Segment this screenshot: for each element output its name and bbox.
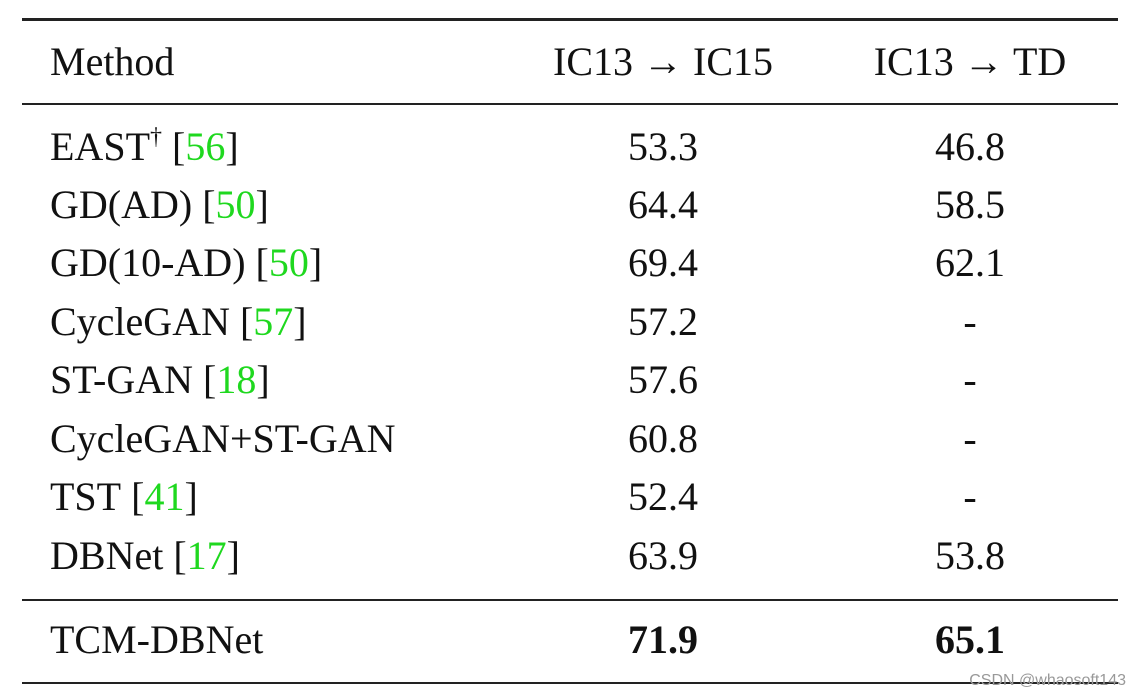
top-rule (22, 18, 1118, 21)
citation: 50 (215, 182, 256, 227)
cite-open: [ (173, 533, 187, 578)
header-cell: Method (50, 39, 175, 84)
citation: 17 (186, 533, 227, 578)
method-name: ST-GAN (50, 357, 193, 402)
citation: 41 (144, 474, 185, 519)
cite-open: [ (203, 357, 217, 402)
value-cell: 52.4 (628, 474, 698, 519)
cite-close: ] (225, 124, 239, 169)
cite-open: [ (172, 124, 186, 169)
method-cell: EAST† [56] (50, 123, 239, 171)
cite-open: [ (255, 240, 269, 285)
header-rule (22, 103, 1118, 105)
value-cell: - (963, 416, 977, 461)
value-cell: 63.9 (628, 533, 698, 578)
method-name: TCM-DBNet (50, 617, 264, 662)
value-cell: 64.4 (628, 182, 698, 227)
value-cell: 69.4 (628, 240, 698, 285)
method-cell: ST-GAN [18] (50, 356, 270, 404)
value-cell: - (963, 357, 977, 402)
method-name: DBNet (50, 533, 164, 578)
cite-close: ] (293, 299, 307, 344)
citation: 57 (253, 299, 294, 344)
value-cell: - (963, 299, 977, 344)
value-cell: 53.8 (935, 533, 1005, 578)
value-cell: 46.8 (935, 124, 1005, 169)
value-cell: 53.3 (628, 124, 698, 169)
header-cell: IC13 → TD (873, 39, 1067, 84)
cite-close: ] (255, 182, 269, 227)
cite-close: ] (308, 240, 323, 285)
citation: 56 (185, 124, 226, 169)
method-name: TST (50, 474, 122, 519)
value-cell: 58.5 (935, 182, 1005, 227)
method-name: CycleGAN (50, 299, 230, 344)
value-cell: - (963, 474, 977, 519)
method-cell: TST [41] (50, 473, 198, 521)
method-cell: TCM-DBNet (50, 616, 263, 664)
value-cell: 62.1 (935, 240, 1005, 285)
method-cell: CycleGAN [57] (50, 298, 307, 346)
method-name: CycleGAN+ST-GAN (50, 416, 396, 461)
value-cell: 57.2 (628, 299, 698, 344)
value-cell: 71.9 (628, 617, 698, 662)
value-cell: 65.1 (935, 617, 1005, 662)
method-cell: CycleGAN+ST-GAN (50, 415, 396, 463)
value-cell: 57.6 (628, 357, 698, 402)
method-name: GD(AD) (50, 182, 193, 227)
mid-rule (22, 599, 1118, 601)
cite-close: ] (184, 474, 198, 519)
cite-close: ] (226, 533, 240, 578)
cite-open: [ (131, 474, 145, 519)
watermark: CSDN @whaosoft143 (969, 672, 1126, 689)
method-cell: DBNet [17] (50, 532, 240, 580)
header-cell: IC13 → IC15 (553, 39, 773, 84)
cite-open: [ (239, 299, 254, 344)
method-cell: GD(AD) [50] (50, 181, 269, 229)
method-cell: GD(10-AD) [50] (50, 239, 322, 287)
value-cell: 60.8 (628, 416, 698, 461)
citation: 18 (216, 357, 257, 402)
method-name: GD(10-AD) (50, 240, 246, 285)
citation: 50 (268, 240, 309, 285)
method-name: EAST (50, 124, 150, 169)
cite-close: ] (256, 357, 270, 402)
bottom-rule (22, 682, 1118, 684)
cite-open: [ (202, 182, 216, 227)
superscript: † (150, 124, 162, 150)
